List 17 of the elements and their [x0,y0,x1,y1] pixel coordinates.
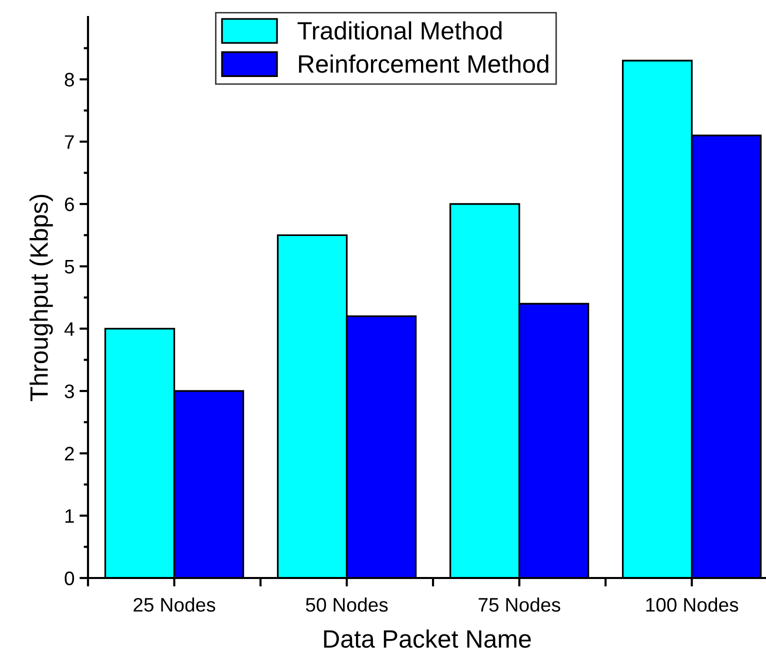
y-tick-label: 0 [64,571,74,586]
y-tick-label: 7 [64,135,74,149]
legend-label: Traditional Method [298,21,502,40]
y-tick-label: 8 [64,72,74,87]
y-tick-label: 5 [64,260,74,274]
x-tick-label: 50 Nodes [306,597,388,612]
x-tick-label: 100 Nodes [646,597,738,612]
legend-label: Reinforcement Method [299,54,548,73]
y-axis-title: Throughput (Kbps) [30,194,53,402]
y-tick-label: 1 [65,509,74,523]
y-tick-label: 2 [64,446,74,460]
y-tick-label: 3 [64,384,74,398]
x-tick-label: 25 Nodes [134,597,216,612]
x-axis-title: Data Packet Name [324,629,531,648]
y-tick-label: 6 [64,197,74,212]
y-tick-label: 4 [64,322,74,336]
x-tick-label: 75 Nodes [478,597,560,612]
